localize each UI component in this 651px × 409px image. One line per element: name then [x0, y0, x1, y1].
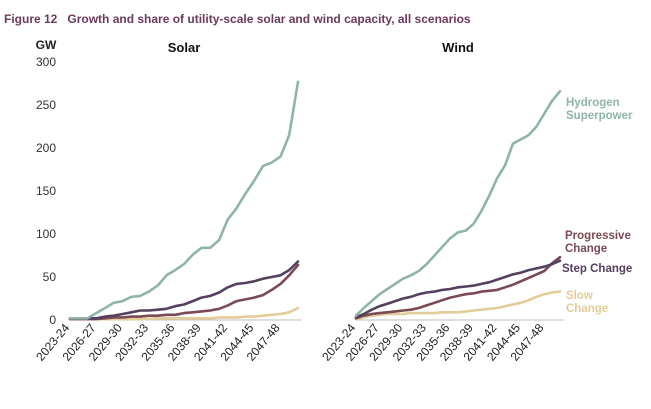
hydrogen-label-line: Hydrogen — [566, 97, 620, 109]
wind-panel: Wind2023-242026-272029-302032-332035-362… — [319, 40, 564, 364]
step-label: Step Change — [562, 263, 632, 275]
y-tick-label: 100 — [36, 227, 56, 241]
y-tick-label: 300 — [36, 55, 56, 69]
y-axis-unit: GW — [36, 38, 57, 52]
y-tick-label: 200 — [36, 141, 56, 155]
wind-title: Wind — [442, 40, 474, 55]
solar-hydrogen-line — [70, 82, 298, 318]
hydrogen-label: Hydrogen Superpower — [566, 97, 633, 122]
chart-area: SolarGW0501001502002503002023-242026-272… — [0, 0, 651, 409]
solar-progressive-line — [70, 265, 298, 319]
solar-panel: SolarGW0501001502002503002023-242026-272… — [33, 38, 302, 364]
progressive-label-line: Change — [565, 243, 607, 255]
y-tick-label: 0 — [49, 313, 56, 327]
slow-label-line: Change — [566, 303, 608, 315]
y-tick-label: 150 — [36, 184, 56, 198]
wind-hydrogen-line — [356, 91, 560, 316]
progressive-label: Progressive Change — [565, 230, 631, 255]
hydrogen-label-line: Superpower — [566, 110, 633, 122]
step-label-line: Step Change — [562, 263, 632, 275]
y-tick-label: 50 — [43, 270, 57, 284]
slow-label-line: Slow — [566, 290, 593, 302]
y-tick-label: 250 — [36, 98, 56, 112]
solar-title: Solar — [168, 40, 201, 55]
progressive-label-line: Progressive — [565, 230, 631, 242]
slow-label: Slow Change — [566, 290, 608, 315]
